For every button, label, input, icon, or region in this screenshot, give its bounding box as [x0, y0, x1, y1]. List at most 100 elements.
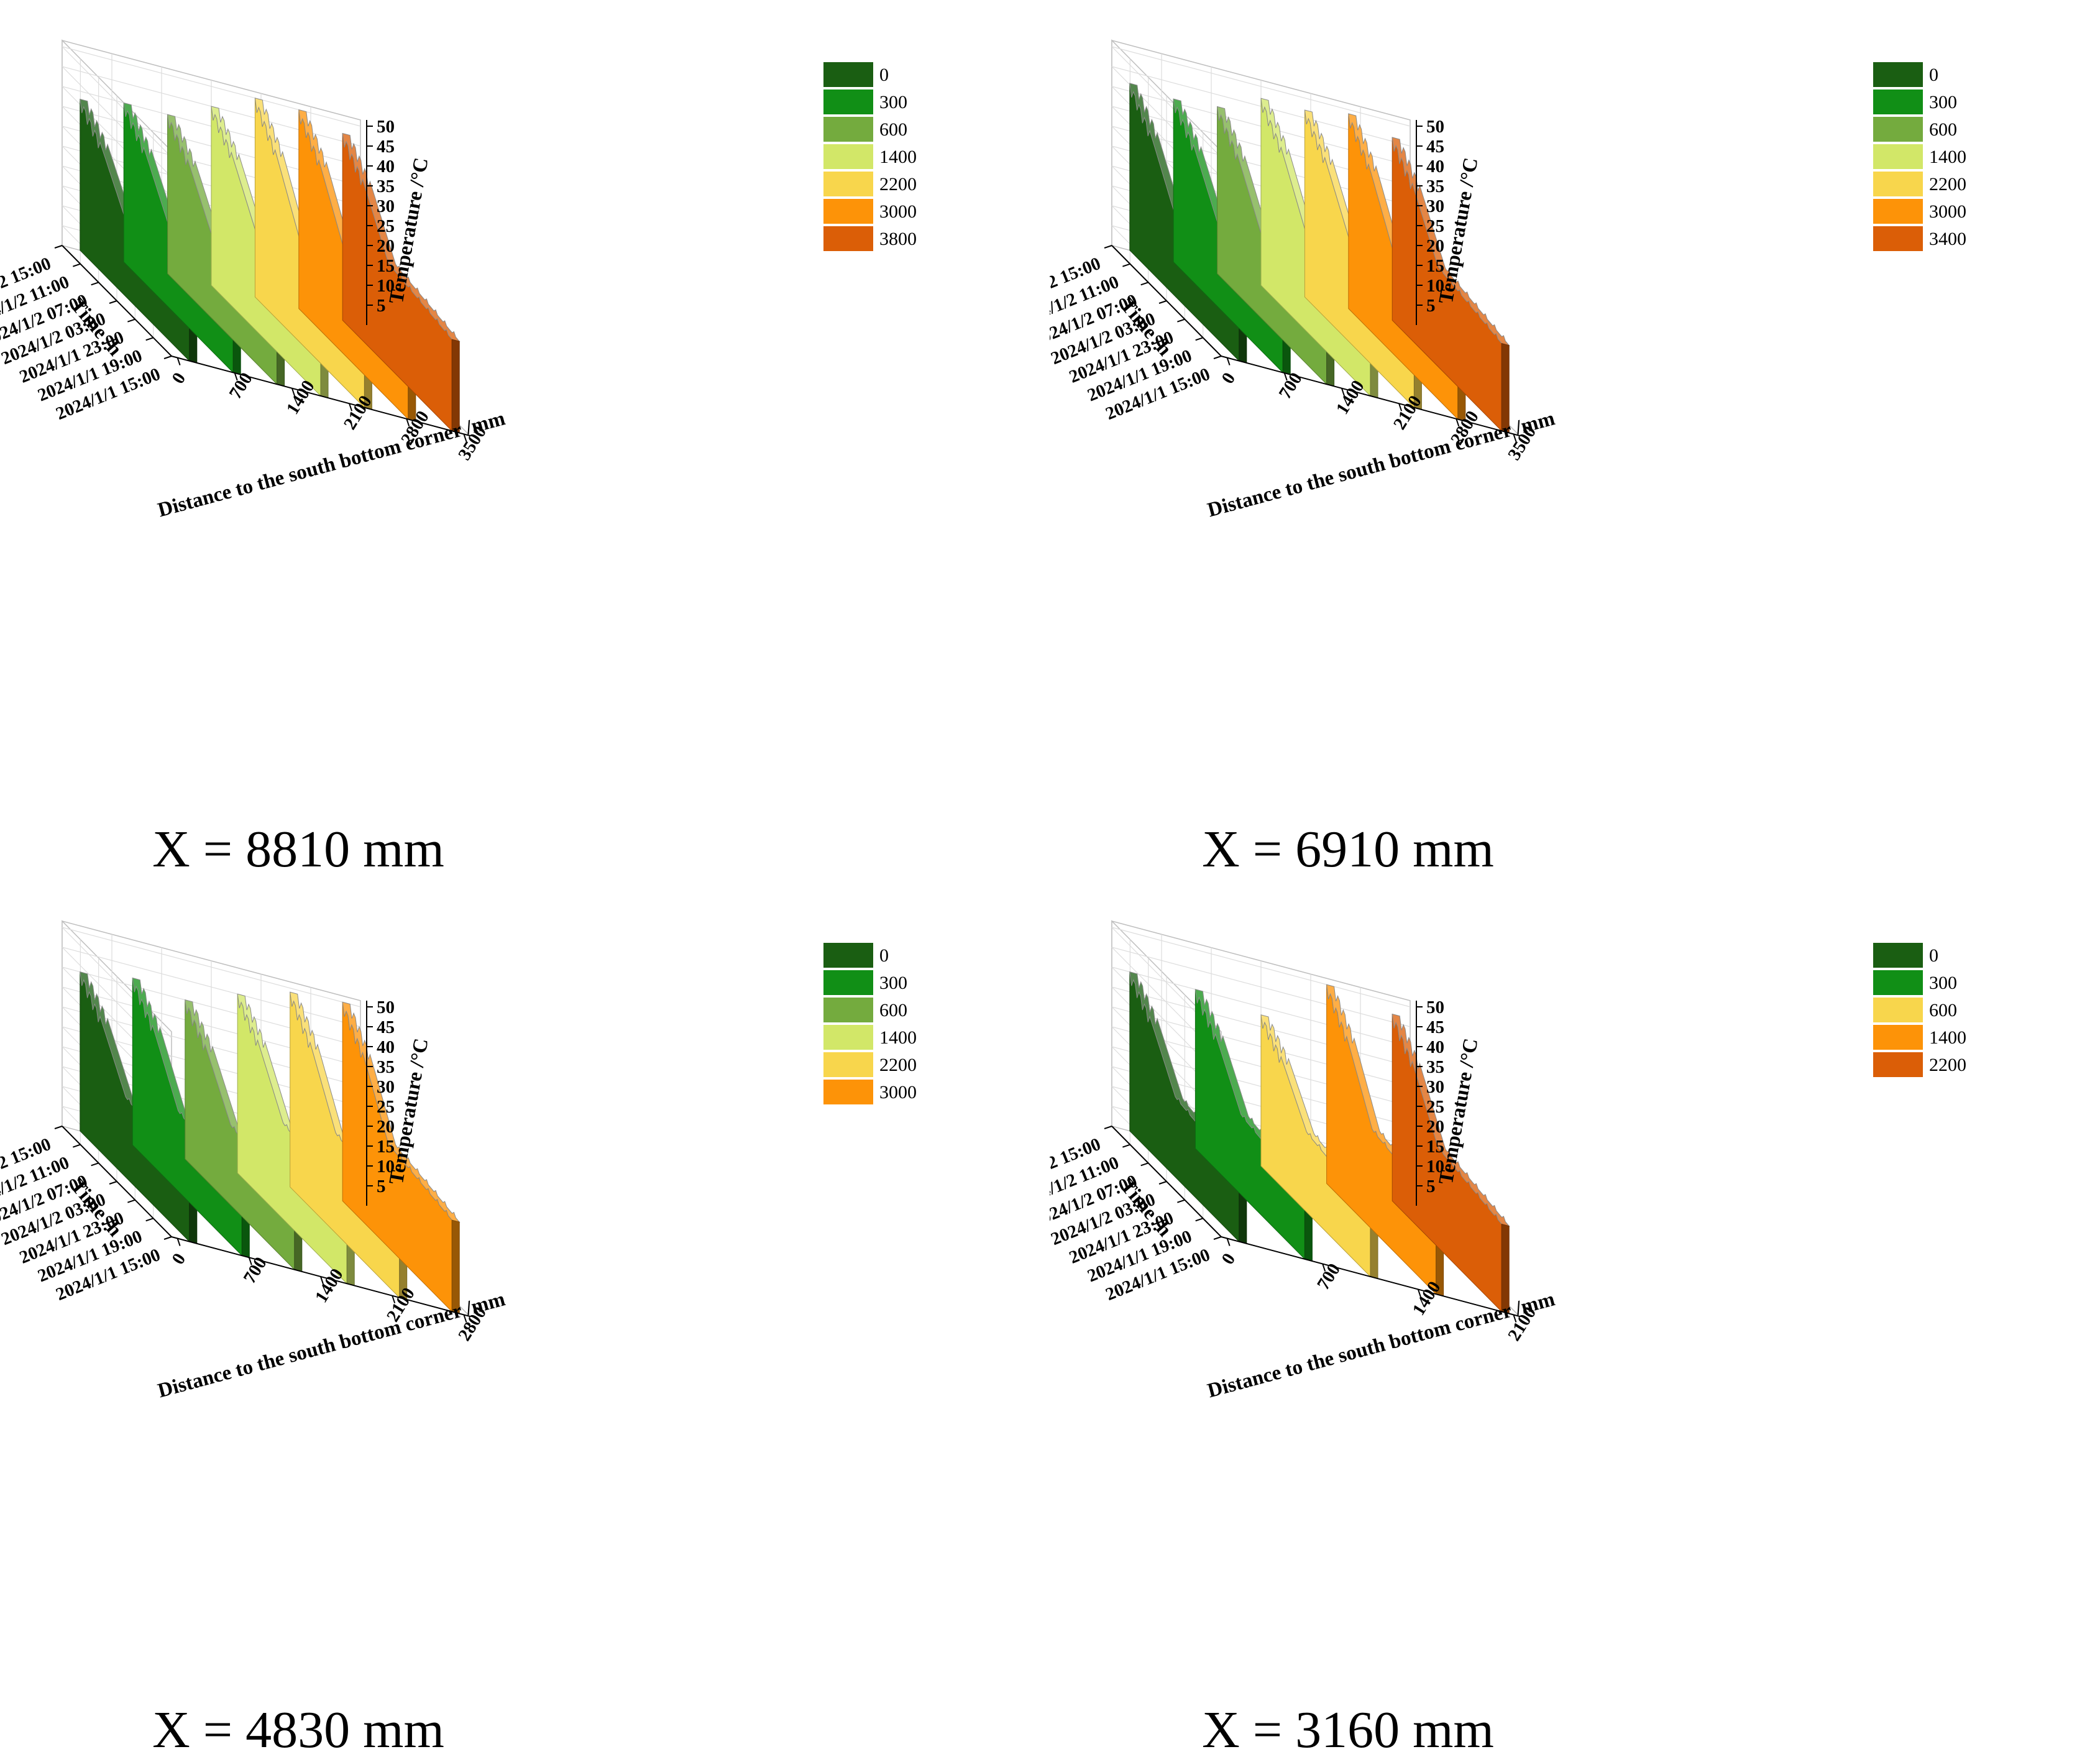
z-tick-label: 5: [1426, 296, 1436, 316]
z-tick-label: 35: [1426, 1057, 1444, 1077]
legend-label: 1400: [879, 147, 917, 167]
legend-swatch: [823, 998, 873, 1022]
chart-title: X = 8810 mm: [152, 820, 444, 878]
z-tick-label: 15: [1426, 256, 1444, 276]
y-tick-mark: [91, 282, 99, 286]
y-tick-mark: [1122, 263, 1130, 267]
legend-swatch: [1873, 89, 1923, 114]
z-tick-label: 30: [377, 196, 395, 216]
x-tick-mark: [177, 1238, 181, 1246]
x-axis-label: Distance to the south bottom corner /mm: [155, 407, 507, 521]
x-tick-mark: [1341, 388, 1345, 397]
y-tick-mark: [145, 1218, 154, 1222]
legend-label: 3000: [1929, 201, 1966, 222]
y-tick-mark: [1104, 1126, 1112, 1129]
series-wall: [1392, 137, 1510, 434]
legend-swatch: [823, 1025, 873, 1050]
y-tick-mark: [1177, 1199, 1185, 1203]
y-tick-mark: [127, 318, 135, 323]
x-tick-mark: [1226, 1238, 1231, 1246]
z-tick-label: 45: [1426, 1017, 1444, 1037]
z-tick-label: 45: [377, 137, 395, 157]
y-tick-mark: [91, 1162, 99, 1167]
x-tick-mark: [291, 388, 295, 397]
z-tick-label: 40: [1426, 157, 1444, 177]
z-tick-label: 40: [1426, 1037, 1444, 1057]
x-tick-mark: [177, 357, 181, 365]
legend-label: 2200: [1929, 174, 1966, 195]
z-tick-label: 20: [377, 236, 395, 256]
legend-swatch: [823, 1052, 873, 1077]
y-tick-mark: [1213, 356, 1222, 359]
z-tick-label: 5: [377, 296, 386, 316]
z-tick-label: 35: [377, 177, 395, 196]
legend-label: 1400: [1929, 147, 1966, 167]
x-tick-label: 0: [1217, 369, 1239, 387]
legend-swatch: [823, 117, 873, 142]
y-tick-mark: [1213, 1236, 1222, 1240]
legend-label: 300: [879, 973, 907, 993]
legend-swatch: [1873, 172, 1923, 196]
y-tick-mark: [73, 263, 81, 267]
x-tick-mark: [1456, 418, 1460, 427]
legend-swatch: [823, 970, 873, 995]
chart-title: X = 4830 mm: [152, 1701, 444, 1759]
z-tick-label: 45: [1426, 137, 1444, 157]
y-tick-mark: [1195, 337, 1203, 341]
legend-swatch: [1873, 226, 1923, 251]
legend-swatch: [823, 199, 873, 224]
z-tick-label: 30: [377, 1077, 395, 1097]
x-tick-label: 0: [168, 369, 190, 387]
chart-panel-4: 5 10 15 20 25 30 35 40 45 50 Temperature /°C 0 700 14…: [1050, 881, 2099, 1761]
chart-title: X = 3160 mm: [1202, 1701, 1494, 1759]
z-tick-label: 20: [1426, 236, 1444, 256]
legend-swatch: [1873, 1052, 1923, 1077]
z-tick-label: 10: [377, 1157, 395, 1177]
x-tick-mark: [1513, 1315, 1517, 1323]
z-tick-label: 45: [377, 1017, 395, 1037]
legend-swatch: [823, 144, 873, 169]
z-tick-label: 10: [377, 276, 395, 296]
chart-panel-3: 5 10 15 20 25 30 35 40 45 50 Temperature /°C 0 700 14…: [0, 881, 1050, 1761]
z-tick-label: 25: [1426, 216, 1444, 236]
z-tick-label: 50: [1426, 117, 1444, 137]
legend-label: 0: [1929, 945, 1938, 966]
x-tick-mark: [1322, 1264, 1326, 1272]
z-tick-label: 25: [377, 1097, 395, 1117]
legend-swatch: [1873, 117, 1923, 142]
x-axis-line: [1221, 1236, 1520, 1317]
legend-swatch: [823, 62, 873, 87]
x-axis-line: [1221, 356, 1520, 436]
z-tick-label: 10: [1426, 276, 1444, 296]
z-tick-label: 35: [377, 1057, 395, 1077]
z-tick-label: 40: [377, 1037, 395, 1057]
legend-label: 3000: [879, 1082, 917, 1103]
legend-label: 0: [1929, 65, 1938, 85]
z-tick-label: 5: [377, 1177, 386, 1196]
legend-label: 3400: [1929, 229, 1966, 249]
y-tick-mark: [1122, 1144, 1130, 1148]
x-axis-label: Distance to the south bottom corner /mm: [155, 1288, 507, 1402]
x-tick-label: 0: [168, 1250, 190, 1268]
legend-label: 600: [879, 119, 907, 140]
x-tick-mark: [463, 434, 467, 442]
y-tick-mark: [145, 337, 154, 341]
series-wall: [342, 132, 461, 434]
legend-swatch: [823, 1080, 873, 1104]
legend-label: 600: [1929, 119, 1957, 140]
series-wall: [1392, 1013, 1510, 1315]
x-tick-mark: [1513, 434, 1517, 442]
x-tick-mark: [320, 1276, 324, 1285]
z-tick-label: 20: [1426, 1117, 1444, 1137]
z-tick-label: 50: [1426, 998, 1444, 1017]
z-tick-label: 15: [1426, 1137, 1444, 1157]
z-tick-label: 15: [377, 256, 395, 276]
x-tick-mark: [406, 418, 410, 427]
y-tick-mark: [54, 245, 63, 249]
legend-label: 300: [879, 92, 907, 112]
x-tick-mark: [1417, 1289, 1421, 1297]
legend-label: 2200: [879, 174, 917, 195]
z-tick-label: 15: [377, 1137, 395, 1157]
